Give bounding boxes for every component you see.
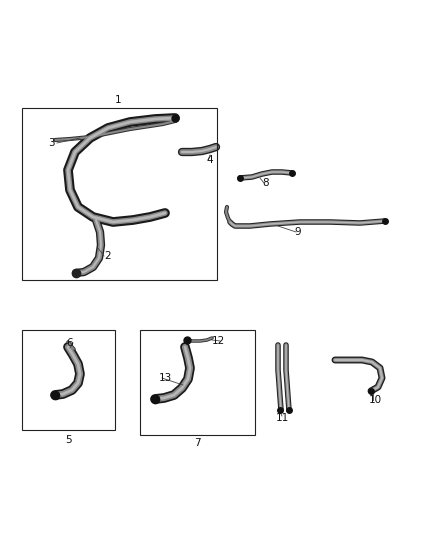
Text: 1: 1: [115, 95, 121, 105]
Bar: [140, 330, 255, 435]
Text: 5: 5: [65, 435, 71, 445]
Text: 11: 11: [276, 413, 289, 423]
Text: 7: 7: [194, 438, 200, 448]
Bar: [22, 108, 217, 280]
Text: 6: 6: [67, 338, 73, 348]
Text: 2: 2: [105, 251, 111, 261]
Text: 10: 10: [368, 395, 381, 405]
Text: 12: 12: [212, 336, 225, 346]
Text: 9: 9: [295, 227, 301, 237]
Text: 3: 3: [48, 138, 54, 148]
Text: 13: 13: [159, 373, 172, 383]
Text: 4: 4: [207, 155, 213, 165]
Bar: [22, 330, 115, 430]
Text: 8: 8: [263, 178, 269, 188]
